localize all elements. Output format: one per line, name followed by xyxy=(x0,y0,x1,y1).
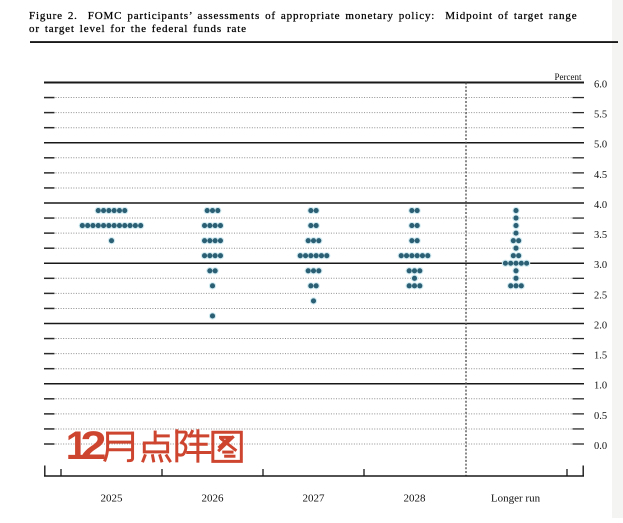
svg-text:5.0: 5.0 xyxy=(594,140,607,151)
svg-text:1.0: 1.0 xyxy=(594,381,607,392)
svg-text:2026: 2026 xyxy=(202,492,225,504)
svg-text:3.5: 3.5 xyxy=(594,230,607,241)
svg-text:2028: 2028 xyxy=(404,492,427,504)
svg-text:2025: 2025 xyxy=(101,492,124,504)
svg-text:Percent: Percent xyxy=(555,72,582,82)
svg-text:1.5: 1.5 xyxy=(594,351,607,362)
svg-text:5.5: 5.5 xyxy=(594,110,607,121)
svg-text:2027: 2027 xyxy=(303,492,326,504)
svg-text:1: 1 xyxy=(66,424,88,468)
svg-text:2: 2 xyxy=(81,424,107,468)
svg-text:3.0: 3.0 xyxy=(594,260,607,271)
svg-text:Longer run: Longer run xyxy=(491,492,541,504)
svg-text:2.0: 2.0 xyxy=(594,320,607,331)
svg-text:0.0: 0.0 xyxy=(594,441,607,452)
svg-text:2.5: 2.5 xyxy=(594,290,607,301)
svg-text:6.0: 6.0 xyxy=(594,79,607,90)
svg-text:4.5: 4.5 xyxy=(594,170,607,181)
svg-text:0.5: 0.5 xyxy=(594,411,607,422)
svg-text:4.0: 4.0 xyxy=(594,200,607,211)
